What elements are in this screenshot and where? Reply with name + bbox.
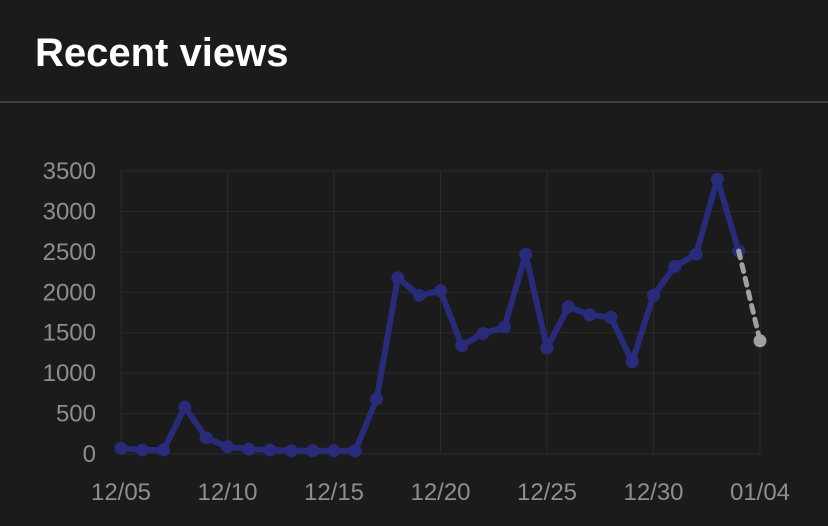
y-tick-label: 2000	[43, 279, 96, 306]
data-point	[306, 444, 320, 458]
data-point	[540, 341, 554, 355]
data-point	[199, 431, 213, 445]
data-point	[157, 443, 171, 457]
panel-header: Recent views	[0, 0, 828, 103]
x-tick-label: 12/10	[197, 479, 257, 506]
data-point	[604, 310, 618, 324]
data-point	[135, 443, 149, 457]
data-point	[327, 444, 341, 458]
x-tick-label: 12/15	[304, 479, 364, 506]
x-tick-label: 12/05	[91, 479, 151, 506]
data-point	[242, 442, 256, 456]
data-point	[689, 247, 703, 261]
y-tick-label: 1500	[43, 320, 96, 347]
y-tick-label: 1000	[43, 360, 96, 387]
x-tick-label: 12/25	[517, 479, 577, 506]
x-tick-label: 12/30	[623, 479, 683, 506]
projection-point	[753, 334, 767, 348]
data-point	[476, 327, 490, 341]
series-line	[118, 176, 742, 454]
data-point	[348, 444, 362, 458]
data-point	[710, 172, 724, 186]
data-point	[434, 284, 447, 298]
data-point	[284, 444, 298, 458]
data-point	[497, 320, 511, 334]
y-tick-label: 500	[56, 401, 96, 428]
projection-line	[736, 248, 763, 344]
data-point	[561, 300, 575, 314]
panel-title: Recent views	[35, 31, 289, 75]
y-tick-label: 3000	[43, 198, 96, 225]
data-point	[263, 443, 277, 457]
data-point	[668, 259, 682, 273]
y-tick-label: 0	[83, 441, 96, 468]
views-line-chart: 0 500 1000 1500 2000 2500 3000 3500 12/05 12/10 12…	[43, 158, 790, 506]
data-point	[647, 289, 660, 303]
data-point	[391, 271, 405, 285]
data-point	[519, 247, 533, 261]
y-tick-label: 3500	[43, 158, 96, 185]
x-tick-label: 01/04	[730, 479, 790, 506]
data-point	[221, 440, 234, 454]
data-point	[625, 355, 639, 369]
data-point	[114, 441, 128, 455]
data-point	[583, 308, 597, 322]
y-tick-label: 2500	[43, 239, 96, 266]
data-point	[178, 400, 192, 414]
x-tick-label: 12/20	[410, 479, 470, 506]
data-point	[455, 339, 469, 353]
data-point	[412, 289, 426, 303]
data-point	[370, 392, 384, 406]
